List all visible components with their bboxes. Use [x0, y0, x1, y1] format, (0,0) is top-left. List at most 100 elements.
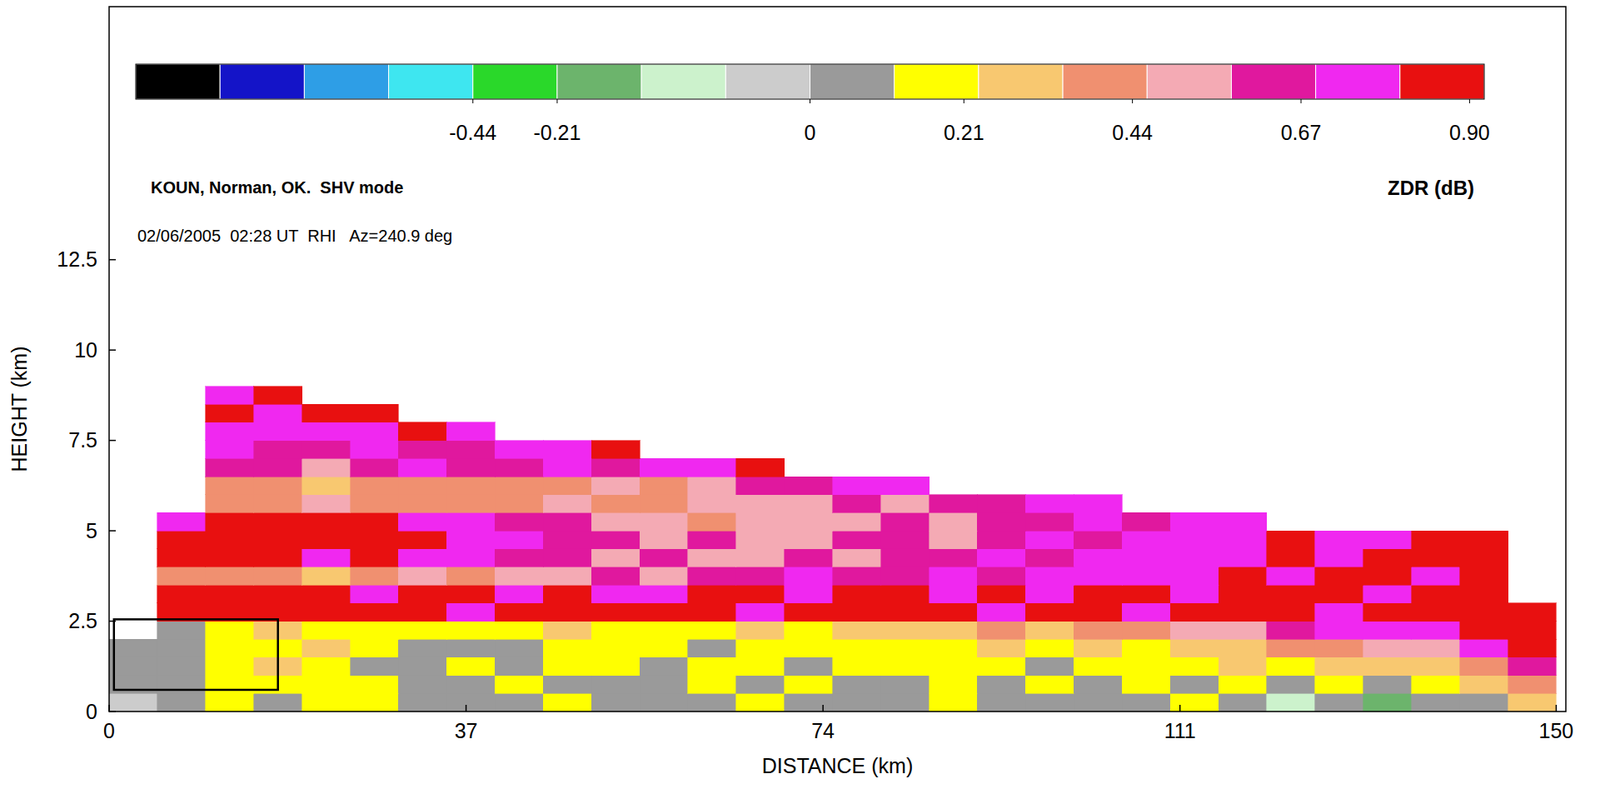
cell: [832, 603, 882, 622]
cell: [543, 566, 592, 585]
cell: [929, 692, 978, 712]
color-bar-swatch: [473, 64, 558, 100]
cell: [687, 638, 737, 658]
cell: [832, 494, 882, 514]
cell: [205, 548, 255, 568]
cell: [591, 621, 640, 640]
cell: [687, 512, 737, 531]
color-bar-tick-label: -0.44: [448, 120, 497, 145]
cell: [1266, 548, 1316, 568]
x-tick: [465, 704, 468, 712]
cell: [784, 692, 833, 712]
color-bar-swatch: [1062, 64, 1147, 100]
cell: [543, 584, 592, 604]
color-bar-swatch: [304, 64, 389, 100]
cell: [832, 530, 882, 549]
cell: [1025, 566, 1074, 585]
cell: [543, 638, 592, 658]
cell: [1266, 566, 1316, 585]
cell: [976, 566, 1026, 585]
cell: [350, 675, 399, 694]
cell: [494, 675, 544, 694]
cell: [687, 566, 737, 585]
cell: [350, 638, 399, 658]
color-bar-swatch: [1315, 64, 1401, 100]
cell: [1508, 621, 1557, 640]
cell: [784, 603, 833, 622]
cell: [1411, 621, 1461, 640]
cell: [302, 440, 351, 459]
cell: [1363, 603, 1412, 622]
cell: [832, 638, 882, 658]
cell: [205, 494, 255, 514]
cell: [687, 657, 737, 676]
x-tick-label: 0: [103, 718, 115, 743]
cell: [254, 386, 303, 405]
cell: [784, 621, 833, 640]
color-bar-tick: [1300, 99, 1302, 104]
cell: [446, 476, 495, 495]
cell: [736, 566, 785, 585]
cell: [494, 494, 544, 514]
cell: [881, 512, 930, 531]
cell: [1363, 584, 1412, 604]
cell: [1218, 530, 1267, 549]
y-tick-label: 2.5: [68, 608, 98, 633]
cell: [1218, 566, 1267, 585]
cell: [976, 512, 1026, 531]
color-bar-swatch: [219, 64, 305, 100]
cell: [205, 386, 255, 405]
cell: [446, 638, 495, 658]
cell: [1411, 692, 1461, 712]
cell: [350, 603, 399, 622]
cell: [976, 584, 1026, 604]
cell: [639, 584, 688, 604]
color-bar-tick-label: 0.44: [1111, 120, 1153, 145]
cell: [929, 638, 978, 658]
color-bar-tick: [1469, 99, 1471, 104]
cell: [591, 675, 640, 694]
color-bar-swatch: [894, 64, 979, 100]
cell: [302, 566, 351, 585]
cell: [591, 458, 640, 477]
cell: [1460, 692, 1509, 712]
cell: [109, 657, 158, 676]
cell: [784, 494, 833, 514]
cell: [1170, 584, 1219, 604]
cell: [1460, 566, 1509, 585]
cell: [881, 494, 930, 514]
cell: [1363, 638, 1412, 658]
cell: [543, 675, 592, 694]
cell: [832, 548, 882, 568]
cell: [350, 512, 399, 531]
cell: [1460, 657, 1509, 676]
cell: [736, 512, 785, 531]
cell: [976, 692, 1026, 712]
cell: [1073, 548, 1122, 568]
cell: [1508, 657, 1557, 676]
cell: [254, 494, 303, 514]
cell: [446, 675, 495, 694]
x-tick: [1179, 704, 1182, 712]
cell: [302, 476, 351, 495]
cell: [254, 458, 303, 477]
cell: [591, 692, 640, 712]
cell: [446, 692, 495, 712]
cell: [1411, 530, 1461, 549]
cell: [1460, 584, 1509, 604]
cell: [1121, 638, 1171, 658]
cell: [784, 548, 833, 568]
cell: [350, 657, 399, 676]
color-bar-tick-label: 0: [804, 120, 817, 145]
cell: [254, 530, 303, 549]
cell: [1315, 692, 1364, 712]
cell: [639, 458, 688, 477]
cell: [1411, 566, 1461, 585]
cell: [254, 422, 303, 441]
cell: [1218, 512, 1267, 531]
cell: [1266, 657, 1316, 676]
cell: [1266, 603, 1316, 622]
cell: [543, 440, 592, 459]
x-tick: [108, 704, 110, 712]
cell: [157, 584, 206, 604]
